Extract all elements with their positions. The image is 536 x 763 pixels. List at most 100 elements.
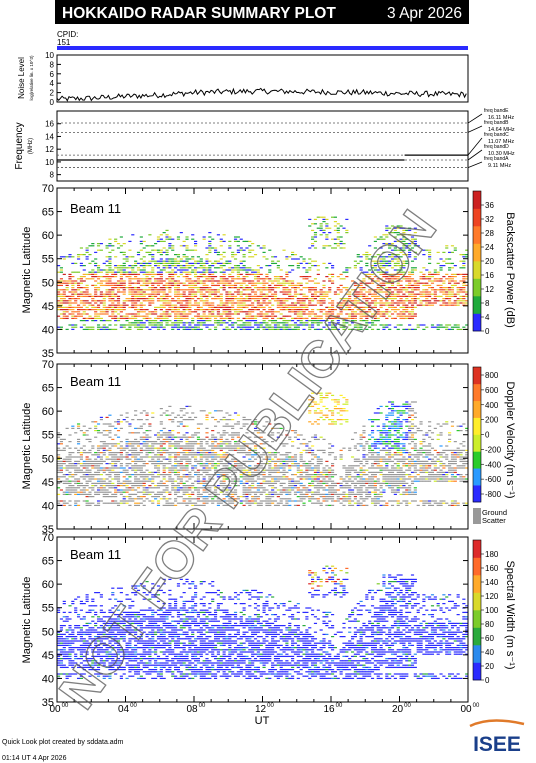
echo-cell: [219, 419, 223, 421]
echo-cell: [91, 447, 95, 449]
echo-cell: [368, 278, 372, 280]
echo-cell: [119, 427, 123, 430]
echo-cell: [228, 260, 232, 262]
echo-cell: [348, 295, 352, 298]
echo-cell: [145, 443, 149, 445]
echo-cell: [385, 229, 389, 232]
echo-cell: [242, 300, 246, 302]
echo-cell: [445, 287, 449, 289]
echo-cell: [179, 476, 183, 478]
echo-cell: [108, 300, 112, 302]
echo-cell: [256, 269, 260, 271]
echo-cell: [62, 282, 66, 284]
echo-cell: [248, 304, 252, 306]
echo-cell: [293, 328, 298, 331]
echo-cell: [102, 487, 106, 489]
echo-cell: [262, 298, 266, 300]
echo-cell: [96, 500, 101, 502]
echo-cell: [125, 465, 129, 467]
echo-cell: [136, 311, 141, 313]
echo-cell: [131, 302, 135, 304]
echo-cell: [68, 467, 72, 469]
echo-cell: [225, 315, 229, 317]
echo-cell: [288, 256, 292, 258]
echo-cell: [68, 278, 72, 280]
echo-cell: [165, 298, 169, 300]
echo-cell: [182, 324, 186, 326]
echo-cell: [156, 443, 161, 445]
echo-cell: [119, 267, 123, 269]
echo-cell: [136, 324, 141, 326]
echo-cell: [399, 295, 403, 298]
echo-cell: [271, 315, 275, 317]
echo-cell: [82, 295, 86, 298]
echo-cell: [96, 469, 101, 471]
echo-cell: [156, 240, 161, 243]
echo-cell: [68, 447, 72, 449]
echo-cell: [228, 485, 232, 487]
echo-cell: [208, 500, 212, 502]
echo-cell: [396, 315, 400, 317]
echo-cell: [131, 474, 135, 476]
echo-cell: [62, 300, 66, 302]
echo-cell: [59, 256, 63, 258]
echo-cell: [128, 476, 132, 478]
echo-cell: [390, 245, 395, 247]
echo-cell: [236, 273, 240, 276]
echo-cell: [68, 295, 72, 298]
echo-cell: [233, 284, 238, 287]
echo-cell: [182, 304, 186, 306]
echo-cell: [76, 493, 81, 496]
echo-cell: [68, 493, 72, 496]
echo-cell: [331, 276, 335, 278]
echo-cell: [213, 260, 218, 262]
echo-cell: [156, 432, 161, 434]
echo-cell: [145, 300, 149, 302]
echo-cell: [142, 449, 146, 452]
echo-cell: [325, 317, 329, 320]
echo-cell: [325, 313, 329, 315]
echo-cell: [122, 317, 126, 320]
echo-cell: [219, 293, 223, 295]
echo-cell: [305, 282, 309, 284]
echo-cell: [342, 243, 346, 245]
echo-cell: [111, 249, 115, 251]
echo-cell: [136, 320, 141, 322]
echo-cell: [148, 313, 152, 315]
echo-cell: [79, 306, 83, 309]
echo-cell: [405, 276, 409, 278]
echo-cell: [385, 278, 389, 280]
echo-cell: [182, 449, 186, 452]
echo-cell: [248, 452, 252, 454]
echo-cell: [388, 254, 392, 256]
echo-cell: [342, 324, 346, 326]
echo-cell: [413, 256, 417, 258]
echo-cell: [410, 240, 415, 243]
echo-cell: [379, 291, 383, 293]
echo-cell: [208, 463, 212, 465]
echo-cell: [159, 436, 163, 438]
echo-cell: [111, 276, 115, 278]
echo-cell: [236, 309, 240, 311]
echo-cell: [413, 243, 417, 245]
echo-cell: [59, 306, 63, 309]
echo-cell: [94, 474, 98, 476]
echo-cell: [96, 489, 101, 491]
echo-cell: [128, 463, 132, 465]
echo-cell: [365, 276, 369, 278]
echo-cell: [94, 317, 98, 320]
echo-cell: [199, 262, 203, 265]
echo-cell: [368, 306, 372, 309]
echo-cell: [262, 302, 266, 304]
echo-cell: [405, 280, 409, 282]
echo-cell: [302, 276, 306, 278]
echo-cell: [148, 500, 152, 502]
echo-cell: [176, 282, 181, 284]
echo-cell: [165, 311, 169, 313]
echo-cell: [156, 328, 161, 331]
echo-cell: [191, 234, 195, 236]
echo-cell: [296, 306, 300, 309]
echo-cell: [162, 485, 166, 487]
echo-cell: [116, 467, 121, 469]
echo-cell: [242, 496, 246, 498]
